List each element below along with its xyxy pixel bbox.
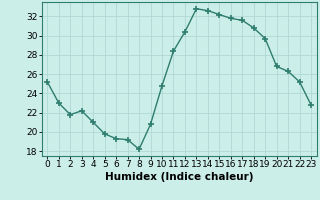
X-axis label: Humidex (Indice chaleur): Humidex (Indice chaleur) <box>105 172 253 182</box>
